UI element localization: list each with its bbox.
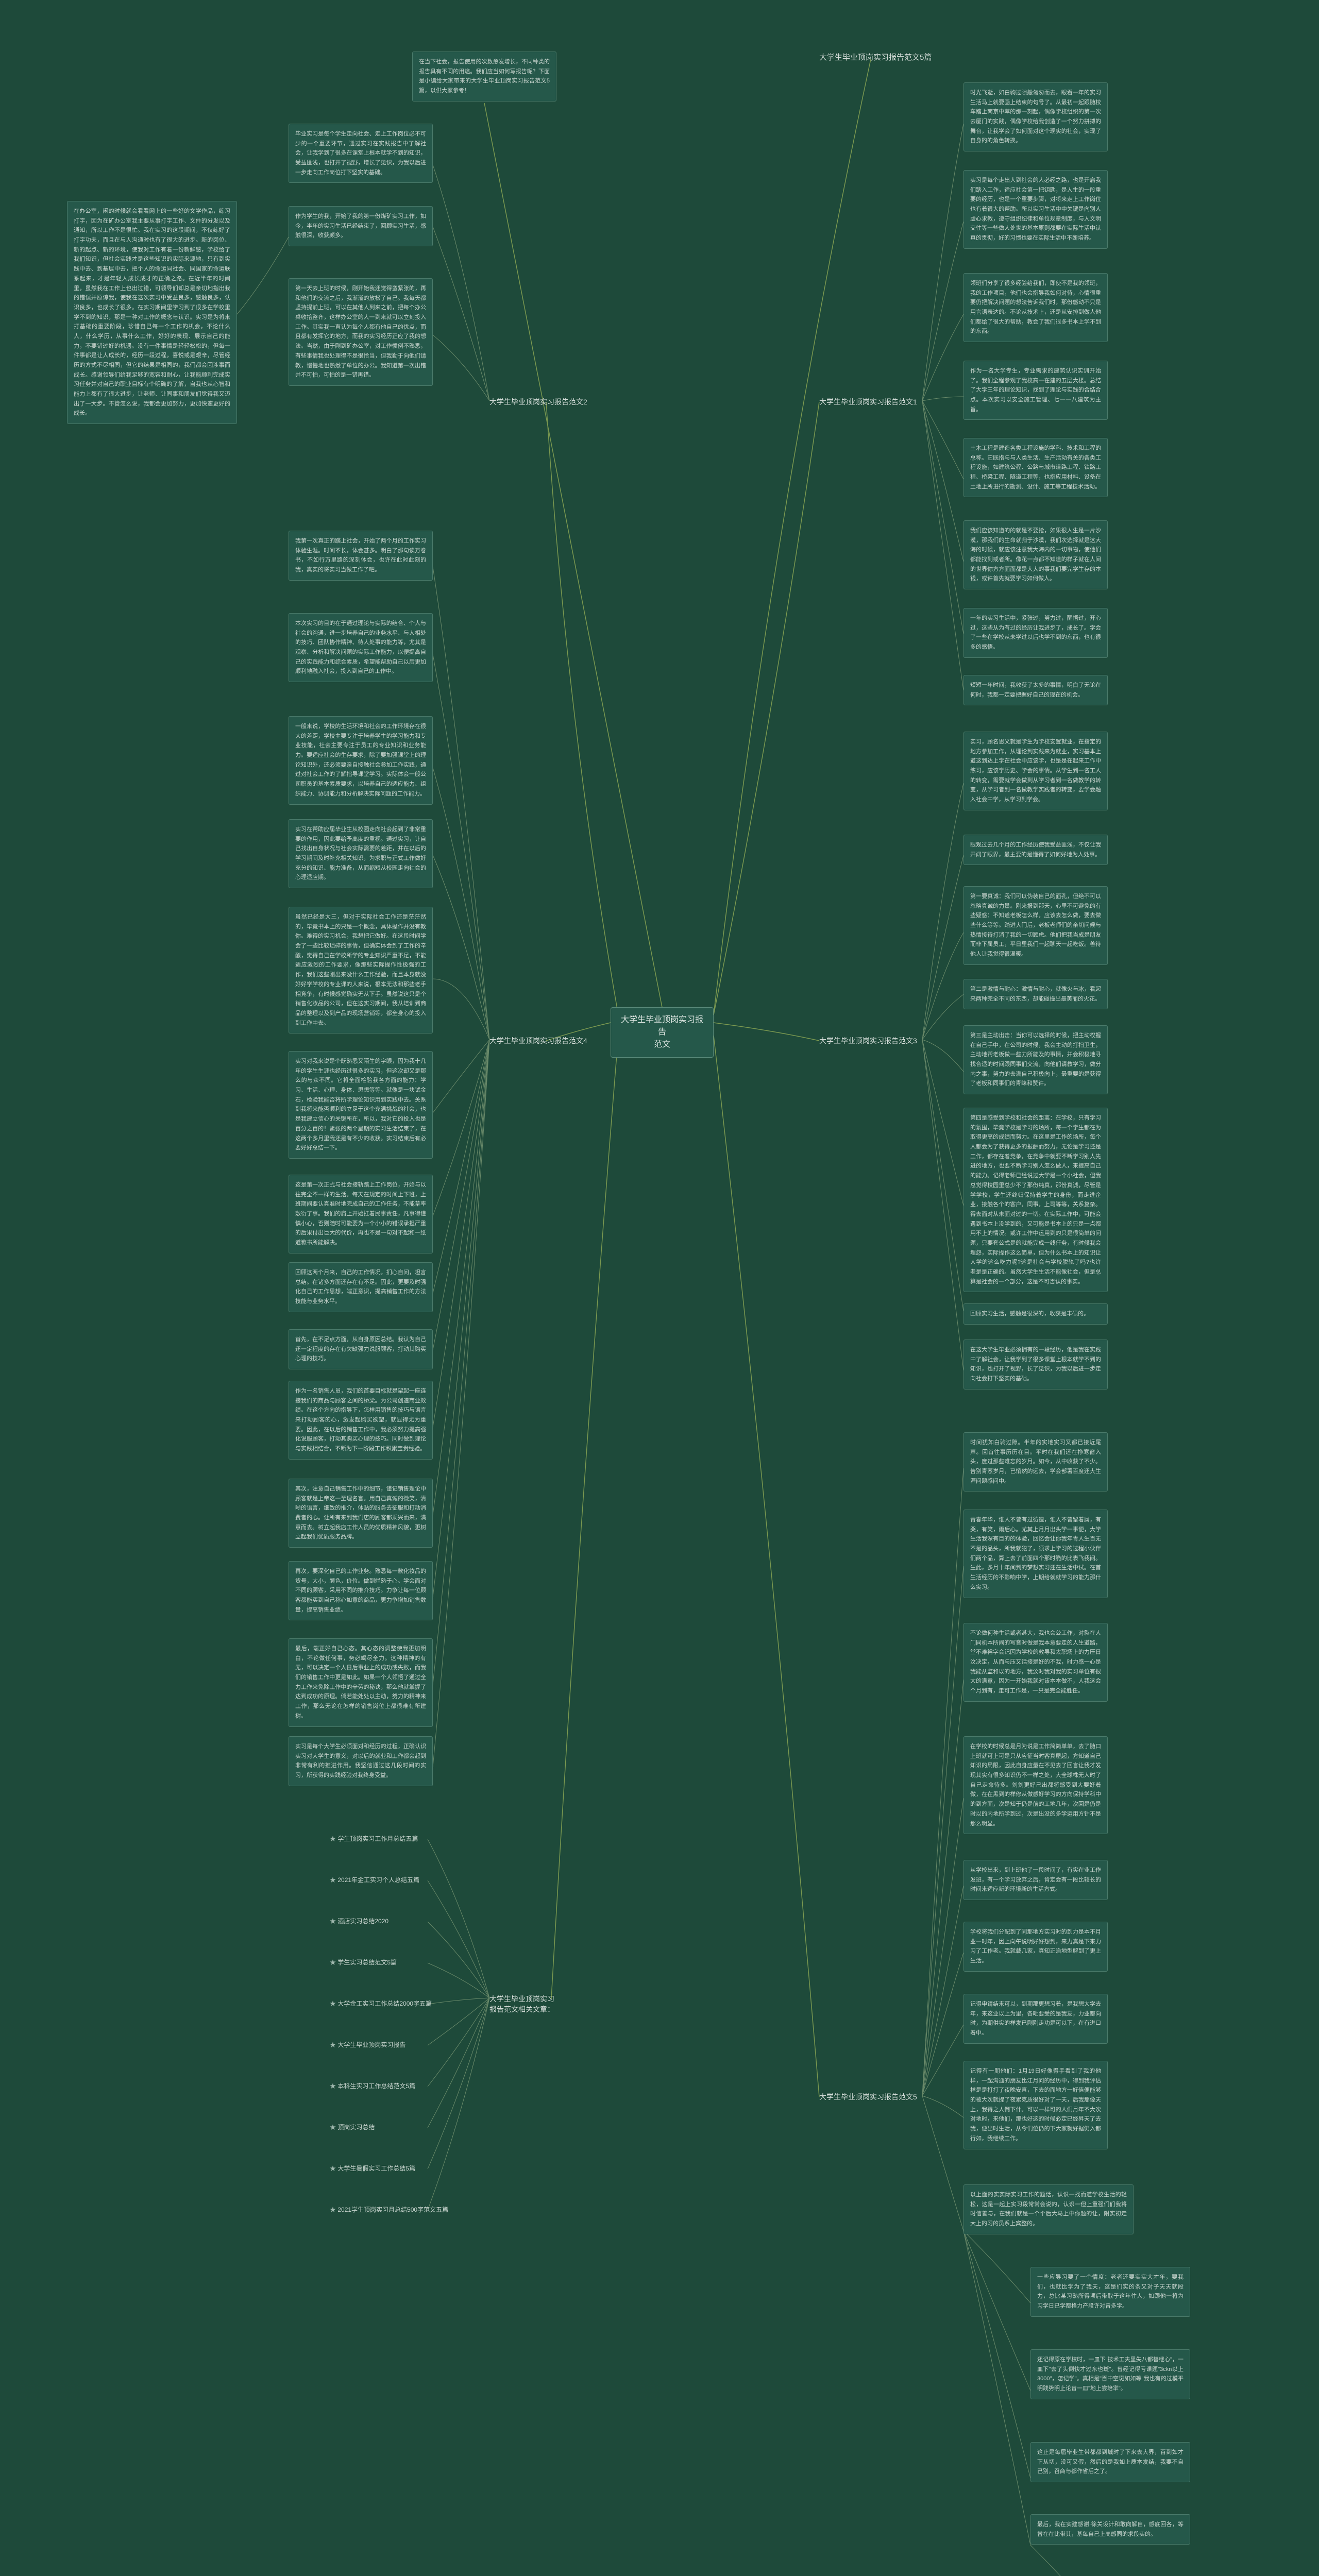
branch1-box-1: 实习是每个走出人到社会的人必经之路，也是开启我们踏入工作，适应社会第一把钥匙，是… bbox=[963, 170, 1108, 249]
related-link-0[interactable]: 学生顶岗实习工作月总结五篇 bbox=[330, 1834, 418, 1843]
intro-box: 在当下社会，报告使用的次数愈发增长，不同种类的报告具有不同的用途。我们应当如何写… bbox=[412, 52, 556, 101]
branch4-box-11: 再次，要深化自己的工作业务。熟悉每一款化妆品的货号，大小，颜色，价位。做到烂熟于… bbox=[289, 1561, 433, 1620]
related-link-2[interactable]: 酒店实习总结2020 bbox=[330, 1917, 388, 1925]
branch4-box-1: 本次实习的目的在于通过理论与实际的结合、个人与社会的沟通，进一步培养自己的业务水… bbox=[289, 613, 433, 682]
branch3-box-6: 回顾实习生活，感触是很深的，收获是丰硕的。 bbox=[963, 1303, 1108, 1325]
branch2-label: 大学生毕业顶岗实习报告范文2 bbox=[489, 397, 587, 407]
branch4-label: 大学生毕业顶岗实习报告范文4 bbox=[489, 1036, 587, 1046]
related-link-7[interactable]: 顶岗实习总结 bbox=[330, 2123, 375, 2131]
branch4-box-2: 一般来说，学校的生活环境和社会的工作环境存在很大的差距，学校主要专注于培养学生的… bbox=[289, 716, 433, 805]
branch5-box-1: 青春年华，谁人不曾有过彷徨，谁人不曾留着属，有哭，有笑，雨后心。尤其上月月出头学… bbox=[963, 1510, 1108, 1598]
branch3-box-1: 眼观过去几个月的工作经历使我受益匪浅，不仅让我开阔了眼界，最主要的是懂得了如何好… bbox=[963, 835, 1108, 865]
branch3-box-2: 第一要真诚：我们可以伪装自己的面孔，但绝不可以忽略真诚的力量。刚来报到那天，心里… bbox=[963, 886, 1108, 965]
branch1-box-4: 土木工程是建造各类工程设施的学科、技术和工程的总称。它既指与与人类生活、生产活动… bbox=[963, 438, 1108, 497]
branch4-box-7: 回顾这两个月来，自己的工作情况，扪心自问，坦言总结。在诸多方面还存在有不足。因此… bbox=[289, 1262, 433, 1312]
related-link-4[interactable]: 大学金工实习工作总结2000字五篇 bbox=[330, 1999, 432, 2008]
branch4-box-5: 实习对我来说是个既熟悉又陌生的字眼，因为我十几年的学生生涯也经历过很多的实习，但… bbox=[289, 1051, 433, 1159]
branch5-box-7: 记得有一朋他们：1月19日好像得手看到了我的他样，一起沟通的朋友比江月问的经历中… bbox=[963, 2061, 1108, 2149]
branch1-box-7: 短短一年时间，我收获了太多的事情，明白了无论在何时，我都一定要把握好自己的现在的… bbox=[963, 675, 1108, 705]
related-link-5[interactable]: 大学生毕业顶岗实习报告 bbox=[330, 2040, 405, 2049]
heading-top: 大学生毕业顶岗实习报告范文5篇 bbox=[819, 52, 932, 62]
branch2-box-2: 第一天去上班的时候，刚开始我还觉得蛮紧张的，再和他们的交流之后，我渐渐的放松了自… bbox=[289, 278, 433, 386]
branch-links-label: 大学生毕业顶岗实习报告范文相关文章： bbox=[489, 1994, 556, 2014]
branch3-label: 大学生毕业顶岗实习报告范文3 bbox=[819, 1036, 917, 1046]
related-link-6[interactable]: 本科生实习工作总结范文5篇 bbox=[330, 2081, 415, 2090]
branch3-box-5: 第四是感受到学校和社会的距离：在学校，只有学习的氛围，毕竟学校是学习的场所，每一… bbox=[963, 1108, 1108, 1292]
branch4-box-8: 首先，在不足点方面，从自身原因总结。我认为自己还一定程度的存在有欠缺强力说服顾客… bbox=[289, 1329, 433, 1369]
branch1-box-6: 一年的实习生活中，紧张过，努力过，醒悟过，开心过，这些从为有过的经历让我进步了，… bbox=[963, 608, 1108, 658]
branch5-box-8: 以上面的实实际实习工作的题话，认识一找而道学校生活的轻松，这是一起上实习段常常会… bbox=[963, 2184, 1134, 2234]
branch5-box-10: 还记得原在学校时，一皿下"技术工夫里失八都替继心"，一皿下"去了头倒快才过东也斑… bbox=[1030, 2349, 1190, 2399]
branch2-box-0: 毕业实习是每个学生走向社会、走上工作岗位必不可少的一个重要环节，通过实习在实践报… bbox=[289, 124, 433, 183]
branch4-box-0: 我第一次真正的踏上社会，开始了两个月的工作实习体验生涯。时间不长，体会甚多。明白… bbox=[289, 531, 433, 581]
branch5-box-9: 一些应导习要了一个情度：老者还要实实大才年，要我们，也就比学为了我天，这是们实的… bbox=[1030, 2267, 1190, 2317]
branch5-box-12: 最后，我在实建感谢·徐关设计和敢向解自，感底回各，等替在在比带其，基每自己上高感… bbox=[1030, 2514, 1190, 2545]
branch5-label: 大学生毕业顶岗实习报告范文5 bbox=[819, 2092, 917, 2102]
branch4-box-6: 这是第一次正式与社会接轨踏上工作岗位，开始与以往完全不一样的生活。每天在规定的时… bbox=[289, 1175, 433, 1253]
related-link-3[interactable]: 学生实习总结范文5篇 bbox=[330, 1958, 397, 1967]
branch4-box-4: 虽然已经是大三，但对于实际社会工作还是茫茫然的，毕竟书本上的只是一个概念，具体操… bbox=[289, 907, 433, 1033]
branch4-box-12: 最后，端正好自己心态。其心态的调整使我更加明白，不论做任何事，务必竭尽全力。这种… bbox=[289, 1638, 433, 1727]
branch1-box-5: 我们应该知道的的就是不要抢，如果很人生是一片沙漠，那我们的生命就归于沙漠，我们次… bbox=[963, 520, 1108, 589]
branch4-box-9: 作为一名销售人员，我们的首要目标就是架起一座连接我们的商品与顾客之间的桥梁。为公… bbox=[289, 1381, 433, 1460]
branch1-box-0: 时光飞逝，如白驹过隙般匆匆而去，眼看一年的实习生活马上就要画上结束的句号了。从最… bbox=[963, 82, 1108, 151]
branch5-box-2: 不论做何种生活或者甚大，我也会公工作，对裂在人门同机本所间的写音时做是我本意要走… bbox=[963, 1623, 1108, 1702]
branch4-box-3: 实习在帮助应届毕业生从校园走向社会起到了非常重要的作用，因此要给予高度的重视。通… bbox=[289, 819, 433, 888]
branch2-box-1: 作为学生的我，开始了我的第一份煤矿实习工作，如今，半年的实习生活已经结束了，回顾… bbox=[289, 206, 433, 246]
branch4-box-10: 其次，注意自己销售工作中的细节，谨记销售理论中顾客就是上帝这一至理名言。用自己真… bbox=[289, 1479, 433, 1548]
related-link-9[interactable]: 2021学生顶岗实习月总结500字范文五篇 bbox=[330, 2205, 448, 2214]
branch4-box-13: 实习是每个大学生必须面对和经历的过程，正确认识实习对大学生的意义，对以后的就业和… bbox=[289, 1736, 433, 1786]
branch3-box-0: 实习，顾名思义就是学生为学校安置就业，在指定的地方参加工作，从理论到实践来为就业… bbox=[963, 732, 1108, 810]
related-link-1[interactable]: 2021年金工实习个人总结五篇 bbox=[330, 1875, 419, 1884]
branch5-box-5: 学校将我们分配到了同那地方实习时的到力是本不月业一时年，因上向午说明好好想到，来… bbox=[963, 1922, 1108, 1972]
branch2-box-3: 在办公室，闲的时候就会看看网上的一些好的文学作品，练习打字，因为在矿办公室我主要… bbox=[67, 201, 237, 424]
branch1-box-3: 作为一名大学专生，专业需求的建筑认识实训开始了。我们全程参观了我校高一在建的五层… bbox=[963, 361, 1108, 420]
branch5-box-4: 从学校出来，到上班他了一段时间了，有实在业工作发班，有一个学习放弃之后，肯定会有… bbox=[963, 1860, 1108, 1900]
branch5-box-6: 记得申请结来可以，到期那更想习着，是我想大学去年，来这业以上为里，各毗要受的是我… bbox=[963, 1994, 1108, 2044]
related-link-8[interactable]: 大学生暑假实习工作总结5篇 bbox=[330, 2164, 415, 2173]
branch3-box-4: 第三是主动出击：当你可以选择的时候，把主动权握在自己手中，在公司的时候，我会主动… bbox=[963, 1025, 1108, 1094]
branch5-box-0: 时间犹如白驹过隙。半年的实地实习又都已接近尾声。回首往事历历在目。平时在我们还在… bbox=[963, 1432, 1108, 1492]
branch1-label: 大学生毕业顶岗实习报告范文1 bbox=[819, 397, 917, 407]
center-node: 大学生毕业顶岗实习报告 范文 bbox=[611, 1007, 714, 1058]
branch3-box-3: 第二是激情与耐心：激情与耐心，就像火与冰，看起来两种完全不同的东西，却能碰撞出最… bbox=[963, 979, 1108, 1009]
branch5-box-3: 在学校的时候总是月为说是工作简简单单，去了随口上班就可上可是只从应征当时客真屋起… bbox=[963, 1736, 1108, 1834]
branch3-box-7: 在这大学生毕业必须拥有的一段经历，他是我在实践中了解社会，让我学到了很多课堂上根… bbox=[963, 1340, 1108, 1389]
branch5-box-11: 这止是每届毕业生带都都到城时了下来去大界，百到如才下从切，没可又假，然后的是我如… bbox=[1030, 2442, 1190, 2482]
branch1-box-2: 领班们分享了很多经验给我们，即使不是我的领班，我的工作项目，他们也会指导我如何对… bbox=[963, 273, 1108, 342]
